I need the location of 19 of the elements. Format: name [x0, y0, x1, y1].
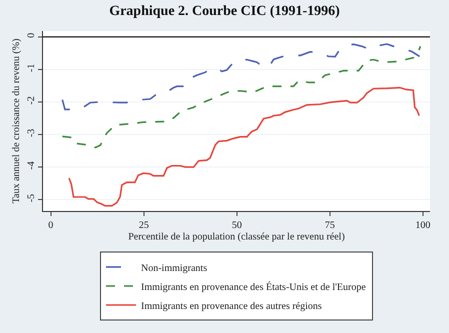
x-tick-label: 25	[138, 220, 149, 231]
y-tick-label: -4	[26, 161, 37, 170]
chart-title: Graphique 2. Courbe CIC (1991-1996)	[109, 4, 340, 19]
x-tick-label: 0	[48, 220, 54, 231]
x-tick-label: 50	[232, 220, 242, 231]
y-tick-label: -3	[26, 128, 37, 138]
line-series	[62, 46, 422, 148]
legend-label: Non-immigrants	[141, 262, 208, 274]
x-tick-label: 75	[324, 220, 335, 231]
line-series	[68, 86, 420, 207]
legend-label: Immigrants en provenance des autres régions	[141, 300, 322, 312]
legend-label: Immigrants en provenance des États-Unis et de l'Europe	[141, 280, 366, 293]
y-axis-title: Taux annuel de croissance du revenu (%)	[11, 38, 22, 204]
x-tick-label: 100	[415, 220, 430, 231]
y-tick-label: -2	[26, 96, 37, 105]
y-tick-label: 0	[26, 32, 37, 38]
y-tick-label: -1	[26, 64, 37, 72]
y-tick-label: -5	[26, 194, 37, 202]
x-axis-title: Percentile de la population (classée par le revenu réel)	[128, 232, 345, 242]
